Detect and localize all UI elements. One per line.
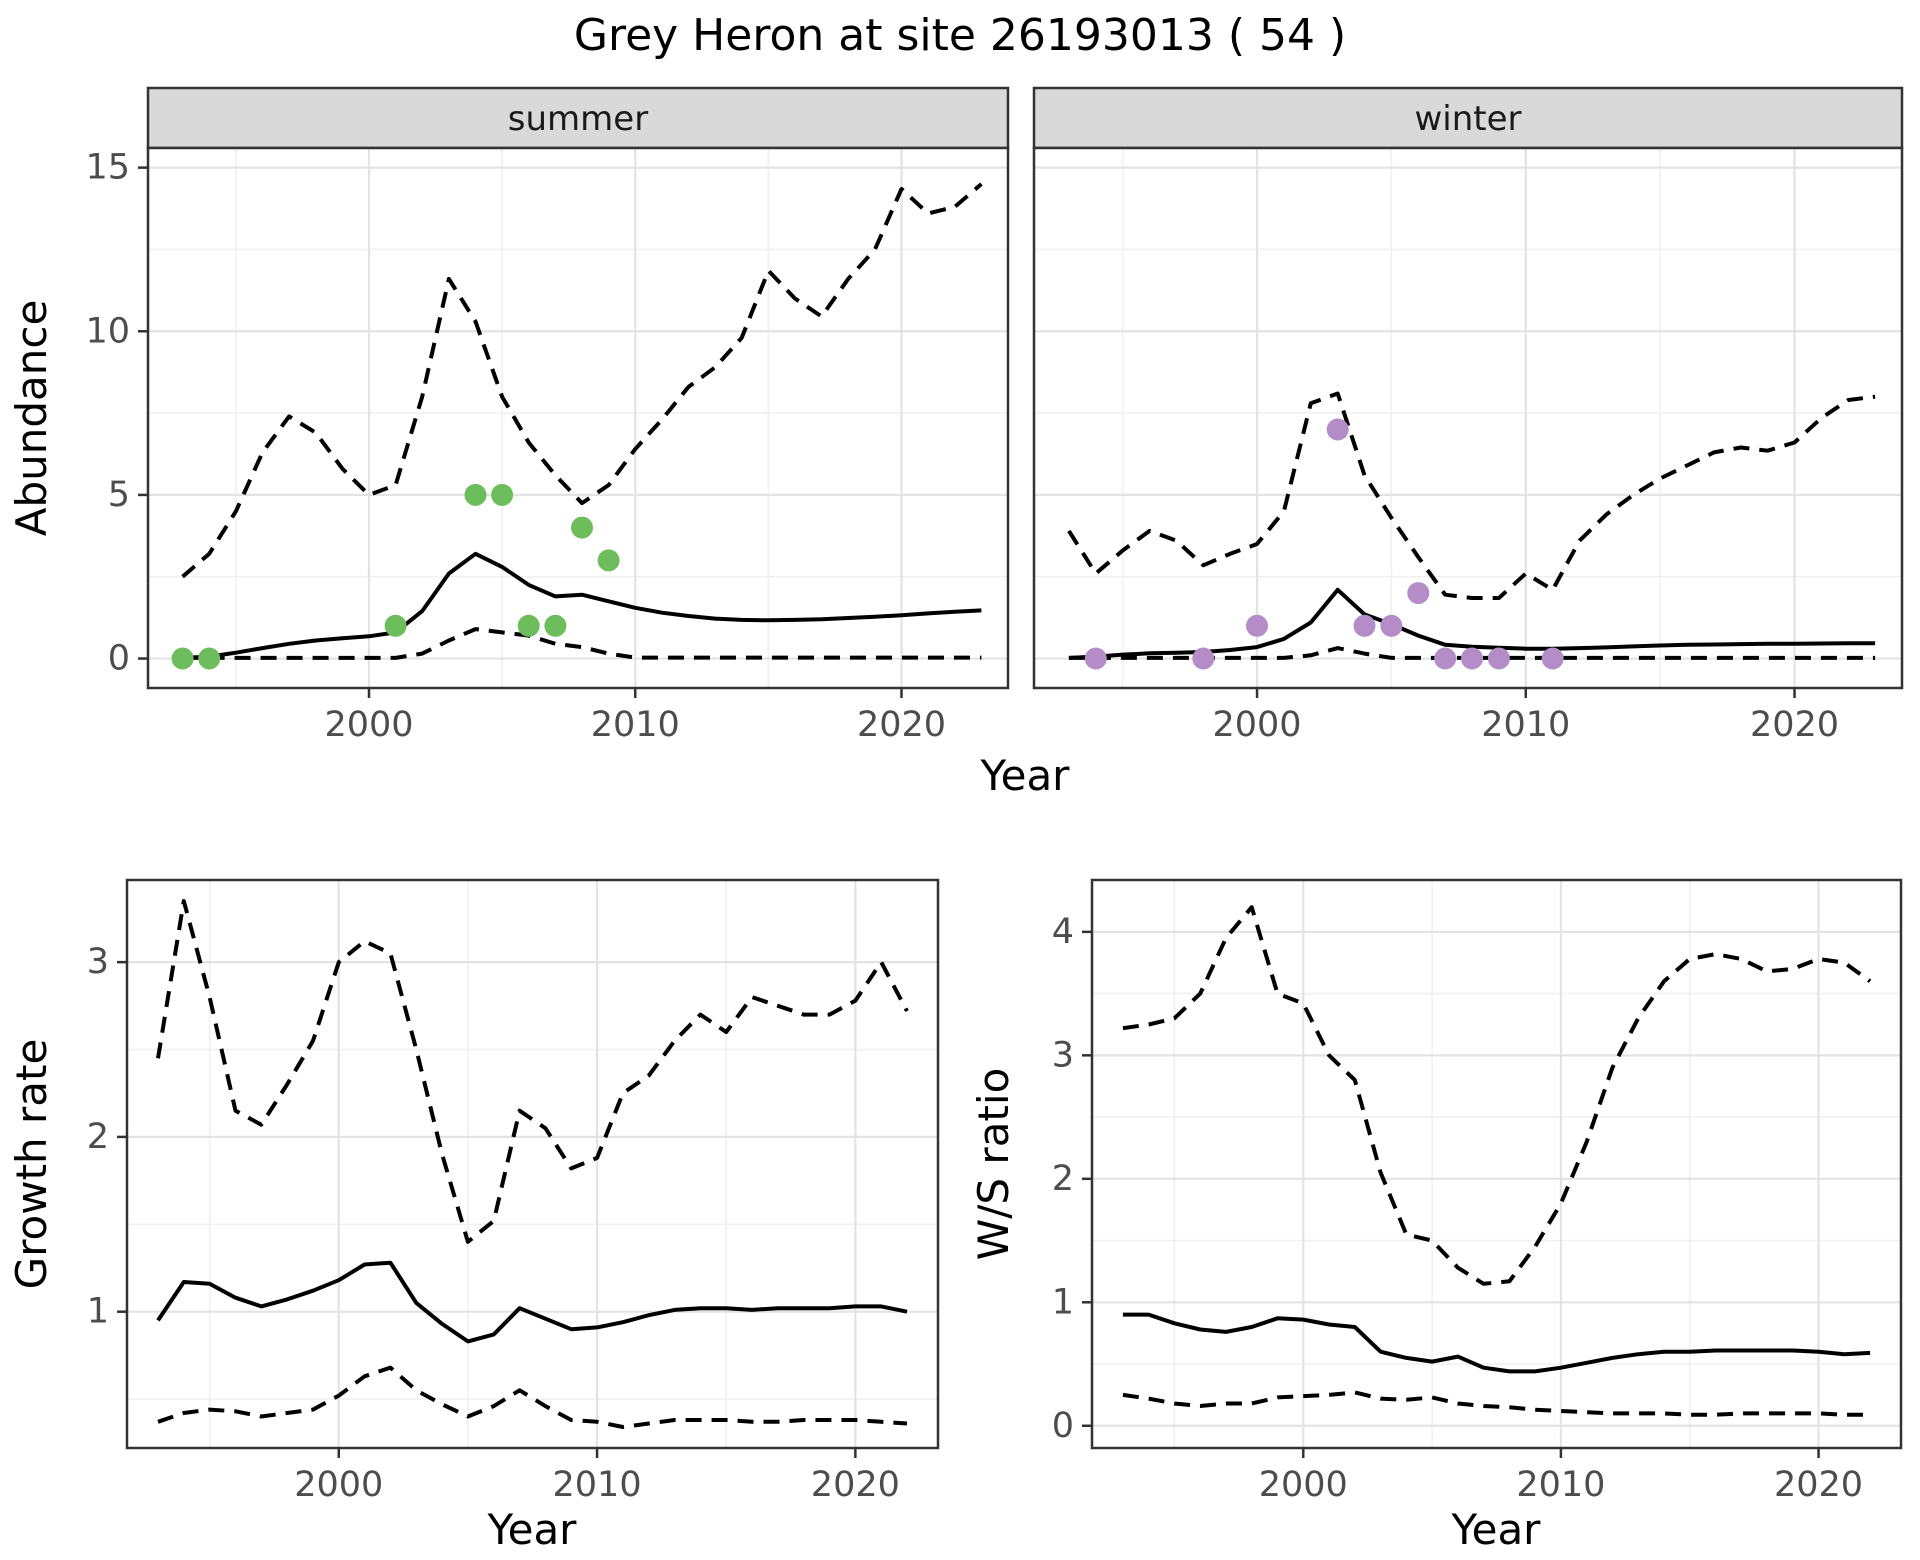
panel-abundance-summer: 2000 2010 2020 0 5 10 15: [85, 146, 1010, 745]
x-axis-title-ws: Year: [1451, 1505, 1542, 1554]
y-tick-label: 3: [1052, 1035, 1074, 1075]
series-lower_ci-line: [1122, 1390, 1871, 1417]
observed-counts-summer-point: [597, 549, 620, 572]
panel-background: [1034, 148, 1902, 688]
facet-strip-label-winter: winter: [1414, 99, 1521, 139]
x-tick-label: 2020: [1774, 1465, 1863, 1505]
observed-counts-summer-point: [544, 614, 567, 637]
y-tick-label: 0: [108, 639, 130, 679]
facet-strip-summer: [146, 86, 1010, 150]
observed-counts-winter-point: [1434, 647, 1457, 670]
panel-border: [125, 878, 940, 1450]
panel-growth-rate: 2000 2010 2020 1 2 3: [87, 878, 940, 1505]
series-upper_ci-line: [1067, 391, 1876, 600]
panel-ws-ratio: 2000 2010 2020 0 1 2 3 4: [1052, 878, 1903, 1505]
observed-counts-summer-point: [571, 516, 593, 539]
y-tick-label: 15: [85, 148, 130, 188]
panel-background: [127, 880, 938, 1448]
x-tick-label: 2010: [553, 1465, 642, 1505]
x-tick-label: 2020: [811, 1465, 900, 1505]
series-upper_ci-line: [156, 899, 909, 1244]
x-tick-label: 2020: [857, 705, 946, 745]
y-axis-title-ws-ratio: W/S ratio: [969, 1068, 1018, 1261]
x-tick-label: 2000: [1213, 705, 1302, 745]
x-tick-label: 2010: [1481, 705, 1570, 745]
x-tick-label: 2010: [1516, 1465, 1605, 1505]
panel-border: [1032, 146, 1904, 690]
y-tick-label: 3: [87, 942, 109, 982]
facet-strip-label-summer: summer: [508, 99, 648, 139]
observed-counts-summer-point: [491, 483, 514, 506]
x-tick-label: 2010: [591, 705, 680, 745]
panel-border: [1090, 878, 1903, 1450]
y-tick-label: 2: [87, 1117, 109, 1157]
x-tick-label: 2020: [1750, 705, 1839, 745]
series-mean-line: [156, 1260, 908, 1344]
observed-counts-winter-point: [1407, 582, 1430, 605]
y-tick-label: 10: [85, 311, 130, 351]
y-tick-label: 4: [1052, 912, 1074, 952]
observed-counts-winter-point: [1192, 647, 1215, 670]
x-axis-title-top: Year: [980, 751, 1071, 800]
x-tick-label: 2000: [1259, 1465, 1348, 1505]
x-tick-label: 2000: [324, 705, 413, 745]
observed-counts-summer-point: [171, 647, 194, 670]
page-title: Grey Heron at site 26193013 ( 54 ): [574, 10, 1346, 61]
x-tick-label: 2000: [294, 1465, 383, 1505]
series-mean-line: [1122, 1312, 1871, 1374]
y-tick-label: 1: [1052, 1282, 1074, 1322]
facet-strip-winter: [1032, 86, 1904, 150]
observed-counts-winter-point: [1461, 647, 1483, 670]
observed-counts-summer-point: [198, 647, 221, 670]
panel-border: [146, 146, 1010, 690]
y-tick-label: 5: [108, 475, 130, 515]
panel-background: [148, 148, 1008, 688]
x-axis-title-growth: Year: [487, 1505, 578, 1554]
observed-counts-summer-point: [517, 614, 540, 637]
series-mean-line: [182, 551, 982, 660]
observed-counts-winter-point: [1084, 647, 1107, 670]
observed-counts-winter-point: [1326, 418, 1349, 441]
y-axis-title-growth-rate: Growth rate: [7, 1039, 56, 1290]
observed-counts-winter-point: [1487, 647, 1510, 670]
y-tick-label: 1: [87, 1292, 109, 1332]
panel-background: [1092, 880, 1901, 1448]
series-upper_ci-line: [1122, 905, 1872, 1286]
observed-counts-winter-point: [1380, 614, 1403, 637]
observed-counts-winter-point: [1353, 614, 1376, 637]
observed-counts-winter-point: [1246, 614, 1268, 637]
observed-counts-summer-point: [384, 614, 407, 637]
series-lower_ci-line: [182, 627, 982, 660]
y-tick-label: 0: [1052, 1406, 1074, 1446]
y-axis-title-abundance: Abundance: [7, 300, 56, 537]
series-upper_ci-line: [181, 182, 983, 579]
observed-counts-winter-point: [1541, 647, 1564, 670]
panel-abundance-winter: 2000 2010 2020: [1032, 146, 1904, 745]
observed-counts-summer-point: [464, 483, 487, 506]
y-tick-label: 2: [1052, 1159, 1074, 1199]
